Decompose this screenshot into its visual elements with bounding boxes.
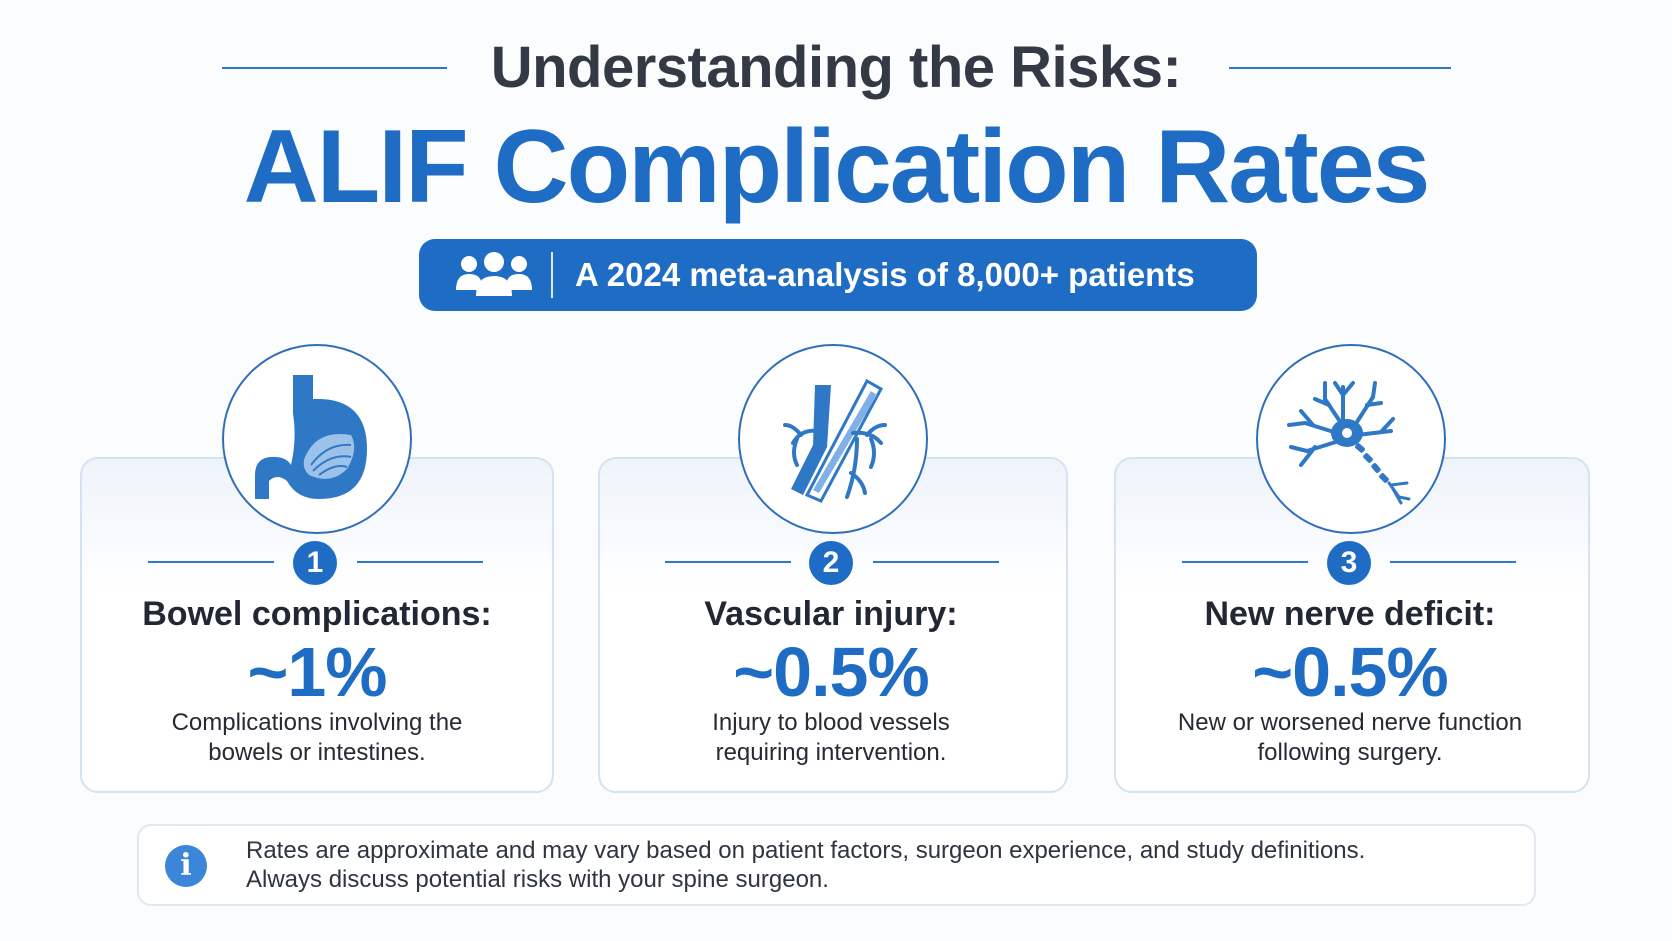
card-description-1: Complications involving the bowels or in… [171,709,463,766]
disclaimer-note: i Rates are approximate and may vary bas… [137,824,1536,906]
badge-separator [551,252,553,298]
blood-vessel-icon [783,378,887,503]
card-title-3: New nerve deficit: [1204,595,1496,633]
card-title-1: Bowel complications: [142,595,492,633]
badge-text: A 2024 meta-analysis of 8,000+ patients [575,256,1195,293]
divider-left-1 [148,561,274,563]
card-description-2: Injury to blood vessels requiring interv… [712,709,950,766]
divider-right-2 [873,561,999,563]
icon-circle-2 [738,344,928,534]
disclaimer-line-1: Rates are approximate and may vary based… [246,837,1366,864]
step-number-2: 2 [809,541,853,585]
divider-right-3 [1390,561,1516,563]
info-icon: i [165,845,207,887]
card-value-2: ~0.5% [733,633,929,711]
step-number-1: 1 [293,541,337,585]
header-rule-right [1229,67,1451,69]
study-badge: A 2024 meta-analysis of 8,000+ patients [419,239,1257,311]
disclaimer-line-2: Always discuss potential risks with your… [246,866,829,893]
header-rule-left [222,67,447,69]
divider-left-3 [1182,561,1308,563]
people-group-icon [456,252,532,296]
disclaimer-text: Rates are approximate and may vary based… [246,836,1365,894]
divider-left-2 [665,561,791,563]
neuron-icon [1287,381,1411,505]
stomach-icon [255,375,367,499]
icon-circle-1 [222,344,412,534]
card-value-1: ~1% [247,633,387,711]
step-number-3: 3 [1327,541,1371,585]
divider-right-1 [357,561,483,563]
card-value-3: ~0.5% [1252,633,1448,711]
page-title: ALIF Complication Rates [243,109,1431,225]
card-title-2: Vascular injury: [704,595,958,633]
card-description-3: New or worsened nerve function following… [1177,709,1523,766]
page-subtitle: Understanding the Risks: [490,35,1182,100]
icon-circle-3 [1256,344,1446,534]
